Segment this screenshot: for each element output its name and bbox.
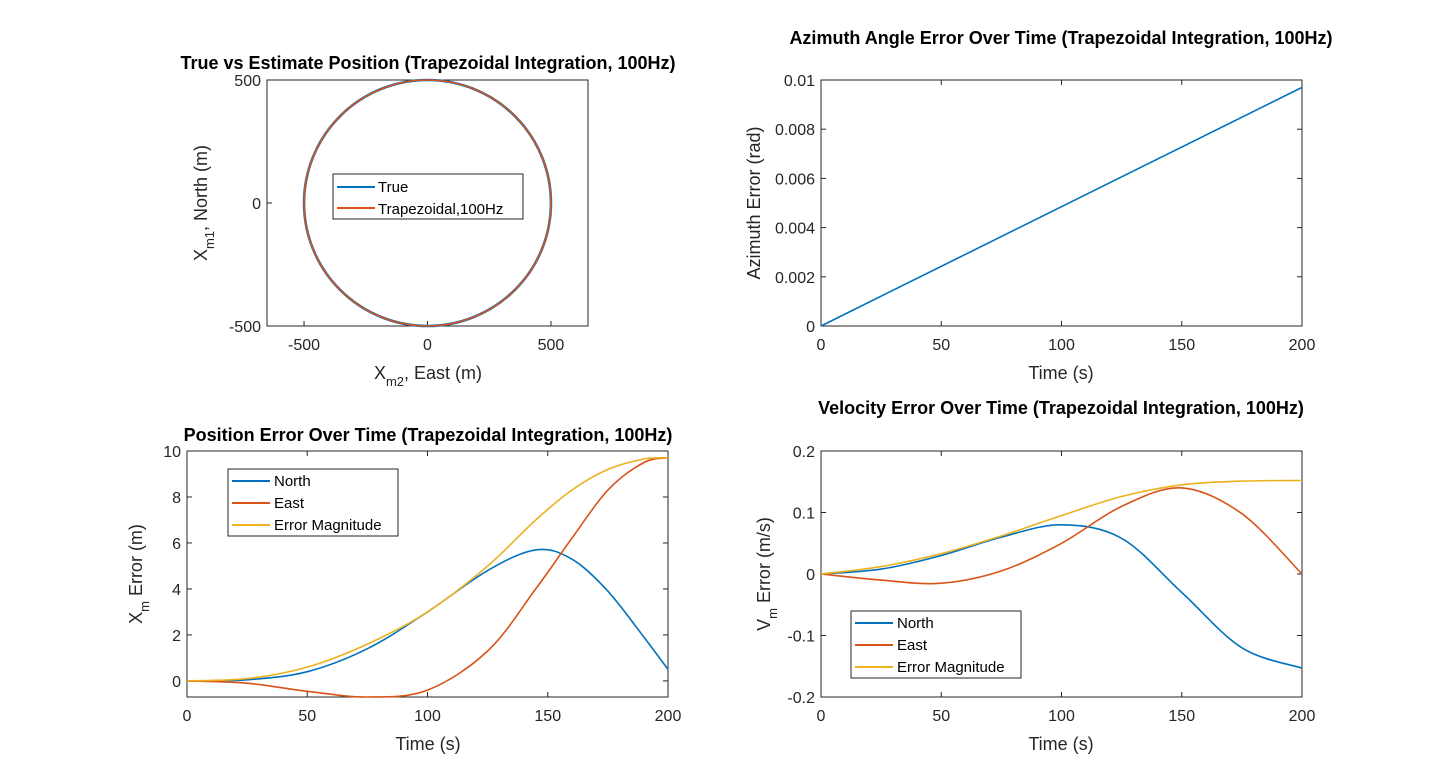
y-tick-label: 0.2 xyxy=(793,444,815,461)
chart-title: Velocity Error Over Time (Trapezoidal In… xyxy=(818,398,1304,418)
y-tick-label: -500 xyxy=(229,319,261,336)
x-tick-label: 150 xyxy=(534,708,561,725)
plot-marks: 0 50 100 150 200 0 2 4 6 8 10 xyxy=(163,444,681,725)
series-line-error-magnitude xyxy=(820,479,1303,575)
y-tick-label: 0.01 xyxy=(784,73,815,90)
y-tick-label: 0 xyxy=(172,674,181,691)
y-tick-label: 0.008 xyxy=(775,122,815,139)
series-line-east xyxy=(186,457,669,698)
y-axis-label: Xm Error (m) xyxy=(126,524,152,624)
x-tick-label: 0 xyxy=(817,337,826,354)
y-tick-label: -0.1 xyxy=(787,629,815,646)
y-tick-label: 0 xyxy=(806,567,815,584)
chart-title: True vs Estimate Position (Trapezoidal I… xyxy=(180,53,675,73)
x-tick-label: 0 xyxy=(183,708,192,725)
y-tick-label: 0 xyxy=(252,196,261,213)
chart-title: Azimuth Angle Error Over Time (Trapezoid… xyxy=(789,28,1332,48)
y-tick-label: 0.004 xyxy=(775,221,815,238)
x-tick-label: 200 xyxy=(1289,708,1316,725)
legend: True Trapezoidal,100Hz xyxy=(332,173,524,220)
legend-label-east: East xyxy=(897,637,928,654)
y-tick-label: 10 xyxy=(163,444,181,461)
y-tick-label: 500 xyxy=(234,73,261,90)
y-tick-label: 0 xyxy=(806,319,815,336)
chart-panel-position-error: Position Error Over Time (Trapezoidal In… xyxy=(126,425,681,754)
series-line-error-magnitude xyxy=(186,457,669,682)
y-tick-label: 6 xyxy=(172,536,181,553)
x-tick-label: 50 xyxy=(298,708,316,725)
x-tick-label: 100 xyxy=(1048,708,1075,725)
x-tick-label: 200 xyxy=(655,708,682,725)
y-tick-label: 0.002 xyxy=(775,270,815,287)
series-line-north xyxy=(186,548,669,682)
y-axis-label: Xm1, North (m) xyxy=(191,145,217,261)
y-tick-label: 0.006 xyxy=(775,171,815,188)
plot-marks: 0 50 100 150 200 0 0.002 0.004 0.006 0.008 0.01 xyxy=(775,73,1315,354)
legend-label-true: True xyxy=(378,179,408,196)
plot-marks: -500 0 500 -500 0 500 xyxy=(229,73,564,354)
y-tick-label: 2 xyxy=(172,628,181,645)
chart-panel-position: True vs Estimate Position (Trapezoidal I… xyxy=(180,53,675,389)
series-line-trapezoidal-100hz xyxy=(303,79,552,327)
legend-label-north: North xyxy=(274,473,311,490)
legend: North East Error Magnitude xyxy=(227,468,399,537)
x-axis-label: Time (s) xyxy=(1028,734,1093,754)
series-line-line-0 xyxy=(820,86,1303,327)
plot-marks: 0 50 100 150 200 -0.2 -0.1 0 0.1 0.2 xyxy=(787,444,1315,725)
x-tick-label: -500 xyxy=(288,337,320,354)
x-tick-label: 0 xyxy=(817,708,826,725)
legend-label-magnitude: Error Magnitude xyxy=(274,517,382,534)
x-tick-label: 50 xyxy=(932,708,950,725)
legend-label-trapezoidal: Trapezoidal,100Hz xyxy=(378,201,503,218)
x-tick-label: 100 xyxy=(1048,337,1075,354)
x-axis-label: Xm2, East (m) xyxy=(374,363,482,389)
legend-label-east: East xyxy=(274,495,305,512)
y-tick-label: 0.1 xyxy=(793,506,815,523)
x-tick-label: 0 xyxy=(423,337,432,354)
legend-label-north: North xyxy=(897,615,934,632)
x-tick-label: 200 xyxy=(1289,337,1316,354)
y-tick-label: 8 xyxy=(172,490,181,507)
chart-panel-azimuth: Azimuth Angle Error Over Time (Trapezoid… xyxy=(744,28,1333,383)
legend-box xyxy=(332,173,524,220)
y-tick-label: -0.2 xyxy=(787,690,815,707)
series-line-north xyxy=(820,523,1303,669)
series-line-east xyxy=(820,487,1303,585)
chart-title: Position Error Over Time (Trapezoidal In… xyxy=(184,425,673,445)
chart-panel-velocity-error: Velocity Error Over Time (Trapezoidal In… xyxy=(754,398,1315,754)
x-tick-label: 100 xyxy=(414,708,441,725)
x-tick-label: 500 xyxy=(538,337,565,354)
legend-label-magnitude: Error Magnitude xyxy=(897,659,1005,676)
plot-area xyxy=(820,79,1303,327)
x-axis-label: Time (s) xyxy=(395,734,460,754)
x-tick-label: 150 xyxy=(1168,708,1195,725)
y-tick-label: 4 xyxy=(172,582,181,599)
legend: North East Error Magnitude xyxy=(850,610,1022,679)
y-axis-label: Vm Error (m/s) xyxy=(754,517,780,631)
x-tick-label: 150 xyxy=(1168,337,1195,354)
x-tick-label: 50 xyxy=(932,337,950,354)
y-axis-label: Azimuth Error (rad) xyxy=(744,126,764,279)
x-axis-label: Time (s) xyxy=(1028,363,1093,383)
